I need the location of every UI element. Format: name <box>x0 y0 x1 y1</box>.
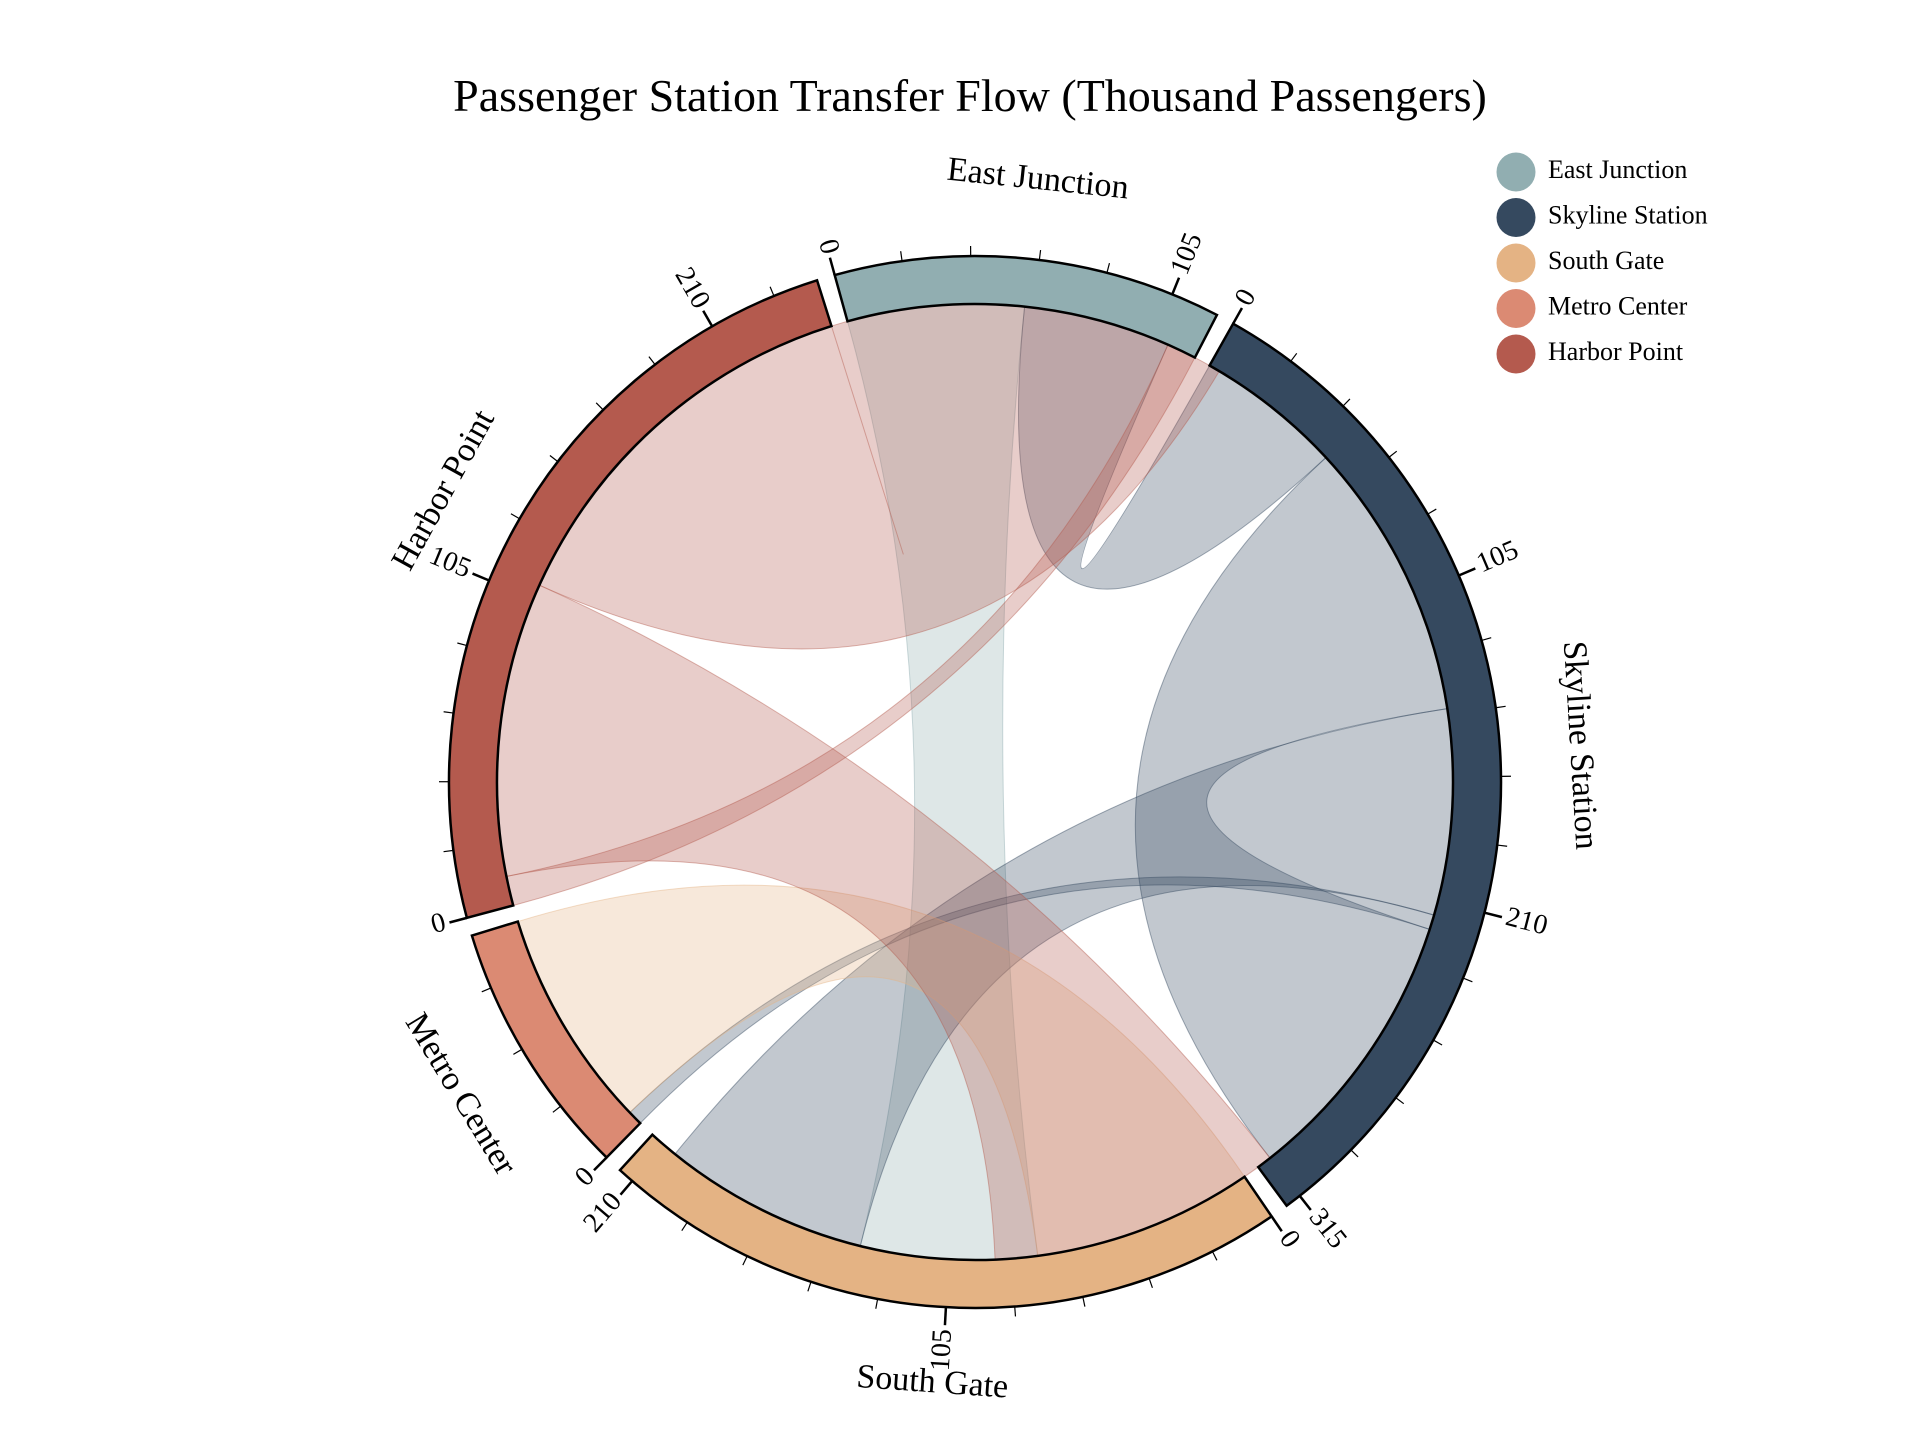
legend-item-south-gate: South Gate <box>1496 243 1664 283</box>
minor-tick <box>513 1048 523 1055</box>
legend-item-east-junction: East Junction <box>1496 152 1687 192</box>
arc-metro-center <box>470 919 642 1160</box>
minor-tick <box>510 513 520 520</box>
legend-item-harbor-point: Harbor Point <box>1496 334 1684 374</box>
arc-east-junction <box>833 254 1219 360</box>
legend-item-skyline-station: Skyline Station <box>1496 198 1708 237</box>
arc-south-gate <box>618 1132 1274 1310</box>
tick-label: 105 <box>1164 228 1208 279</box>
minor-tick <box>443 711 454 714</box>
legend-label: South Gate <box>1548 246 1664 275</box>
legend-label: Skyline Station <box>1548 200 1708 229</box>
legend-label: Metro Center <box>1548 291 1688 320</box>
minor-tick <box>681 1221 688 1232</box>
major-tick <box>1270 1215 1283 1232</box>
major-tick <box>1232 307 1244 325</box>
tick-label: 210 <box>1502 901 1550 941</box>
minor-tick <box>1495 705 1506 709</box>
minor-tick <box>443 849 454 853</box>
minor-tick <box>1427 508 1437 515</box>
tick-label: 0 <box>1273 1225 1306 1254</box>
group-arcs-layer <box>447 254 1503 1310</box>
legend: East Junction Skyline Station South Gate Me… <box>1496 152 1708 374</box>
major-tick <box>472 572 490 582</box>
minor-tick <box>875 1298 879 1309</box>
chart-title: Passenger Station Transfer Flow (Thousan… <box>453 70 1487 121</box>
major-tick <box>1458 567 1476 577</box>
ribbons-layer <box>496 303 1454 1261</box>
minor-tick <box>769 286 775 297</box>
major-tick <box>1484 911 1503 919</box>
major-tick <box>619 1180 634 1196</box>
group-label-metro-center: Metro Center <box>398 1007 525 1183</box>
minor-tick <box>1211 1251 1218 1261</box>
minor-tick <box>1106 262 1111 273</box>
major-tick <box>449 916 468 924</box>
tick-label: 210 <box>669 262 717 314</box>
minor-tick <box>595 402 604 411</box>
tick-label: 0 <box>428 907 450 941</box>
minor-tick <box>900 251 903 262</box>
minor-tick <box>1388 450 1398 458</box>
major-tick <box>943 1307 948 1326</box>
minor-tick <box>1290 352 1298 362</box>
minor-tick <box>1350 1149 1359 1158</box>
group-label-south-gate: South Gate <box>855 1358 1009 1406</box>
minor-tick <box>1342 398 1351 407</box>
minor-tick <box>1481 637 1492 641</box>
minor-tick <box>1433 1039 1443 1046</box>
minor-tick <box>481 987 492 993</box>
major-tick <box>828 257 836 276</box>
minor-tick <box>1082 1296 1086 1307</box>
minor-tick <box>1395 1097 1405 1105</box>
arc-harbor-point <box>447 278 834 920</box>
minor-tick <box>549 455 559 463</box>
minor-tick <box>1462 977 1473 983</box>
legend-label: East Junction <box>1548 155 1687 184</box>
major-tick <box>1171 277 1181 295</box>
legend-label: Harbor Point <box>1548 337 1684 366</box>
minor-tick <box>742 1255 748 1266</box>
major-tick <box>702 310 714 327</box>
minor-tick <box>648 356 656 365</box>
major-tick <box>593 1156 608 1172</box>
group-label-skyline-station: Skyline Station <box>1556 640 1606 851</box>
legend-swatch <box>1496 243 1536 283</box>
minor-tick <box>807 1281 812 1292</box>
legend-swatch <box>1496 152 1536 192</box>
minor-tick <box>1148 1278 1153 1288</box>
major-tick <box>1298 1195 1312 1211</box>
tick-label: 0 <box>812 236 846 258</box>
legend-item-metro-center: Metro Center <box>1496 289 1688 328</box>
legend-swatch <box>1496 334 1536 374</box>
ribbon-harbor-point-to-harbor-point <box>538 303 1220 650</box>
minor-tick <box>1497 844 1508 847</box>
tick-label: 0 <box>1229 284 1263 311</box>
minor-tick <box>1038 249 1042 261</box>
tick-label: 105 <box>925 1328 958 1372</box>
tick-label: 105 <box>1472 534 1523 579</box>
tick-label: 0 <box>569 1161 601 1193</box>
group-label-east-junction: East Junction <box>945 151 1130 207</box>
minor-tick <box>457 642 468 647</box>
legend-swatch <box>1496 289 1536 328</box>
minor-tick <box>552 1105 562 1113</box>
legend-swatch <box>1496 198 1536 237</box>
minor-tick <box>1014 1306 1017 1317</box>
